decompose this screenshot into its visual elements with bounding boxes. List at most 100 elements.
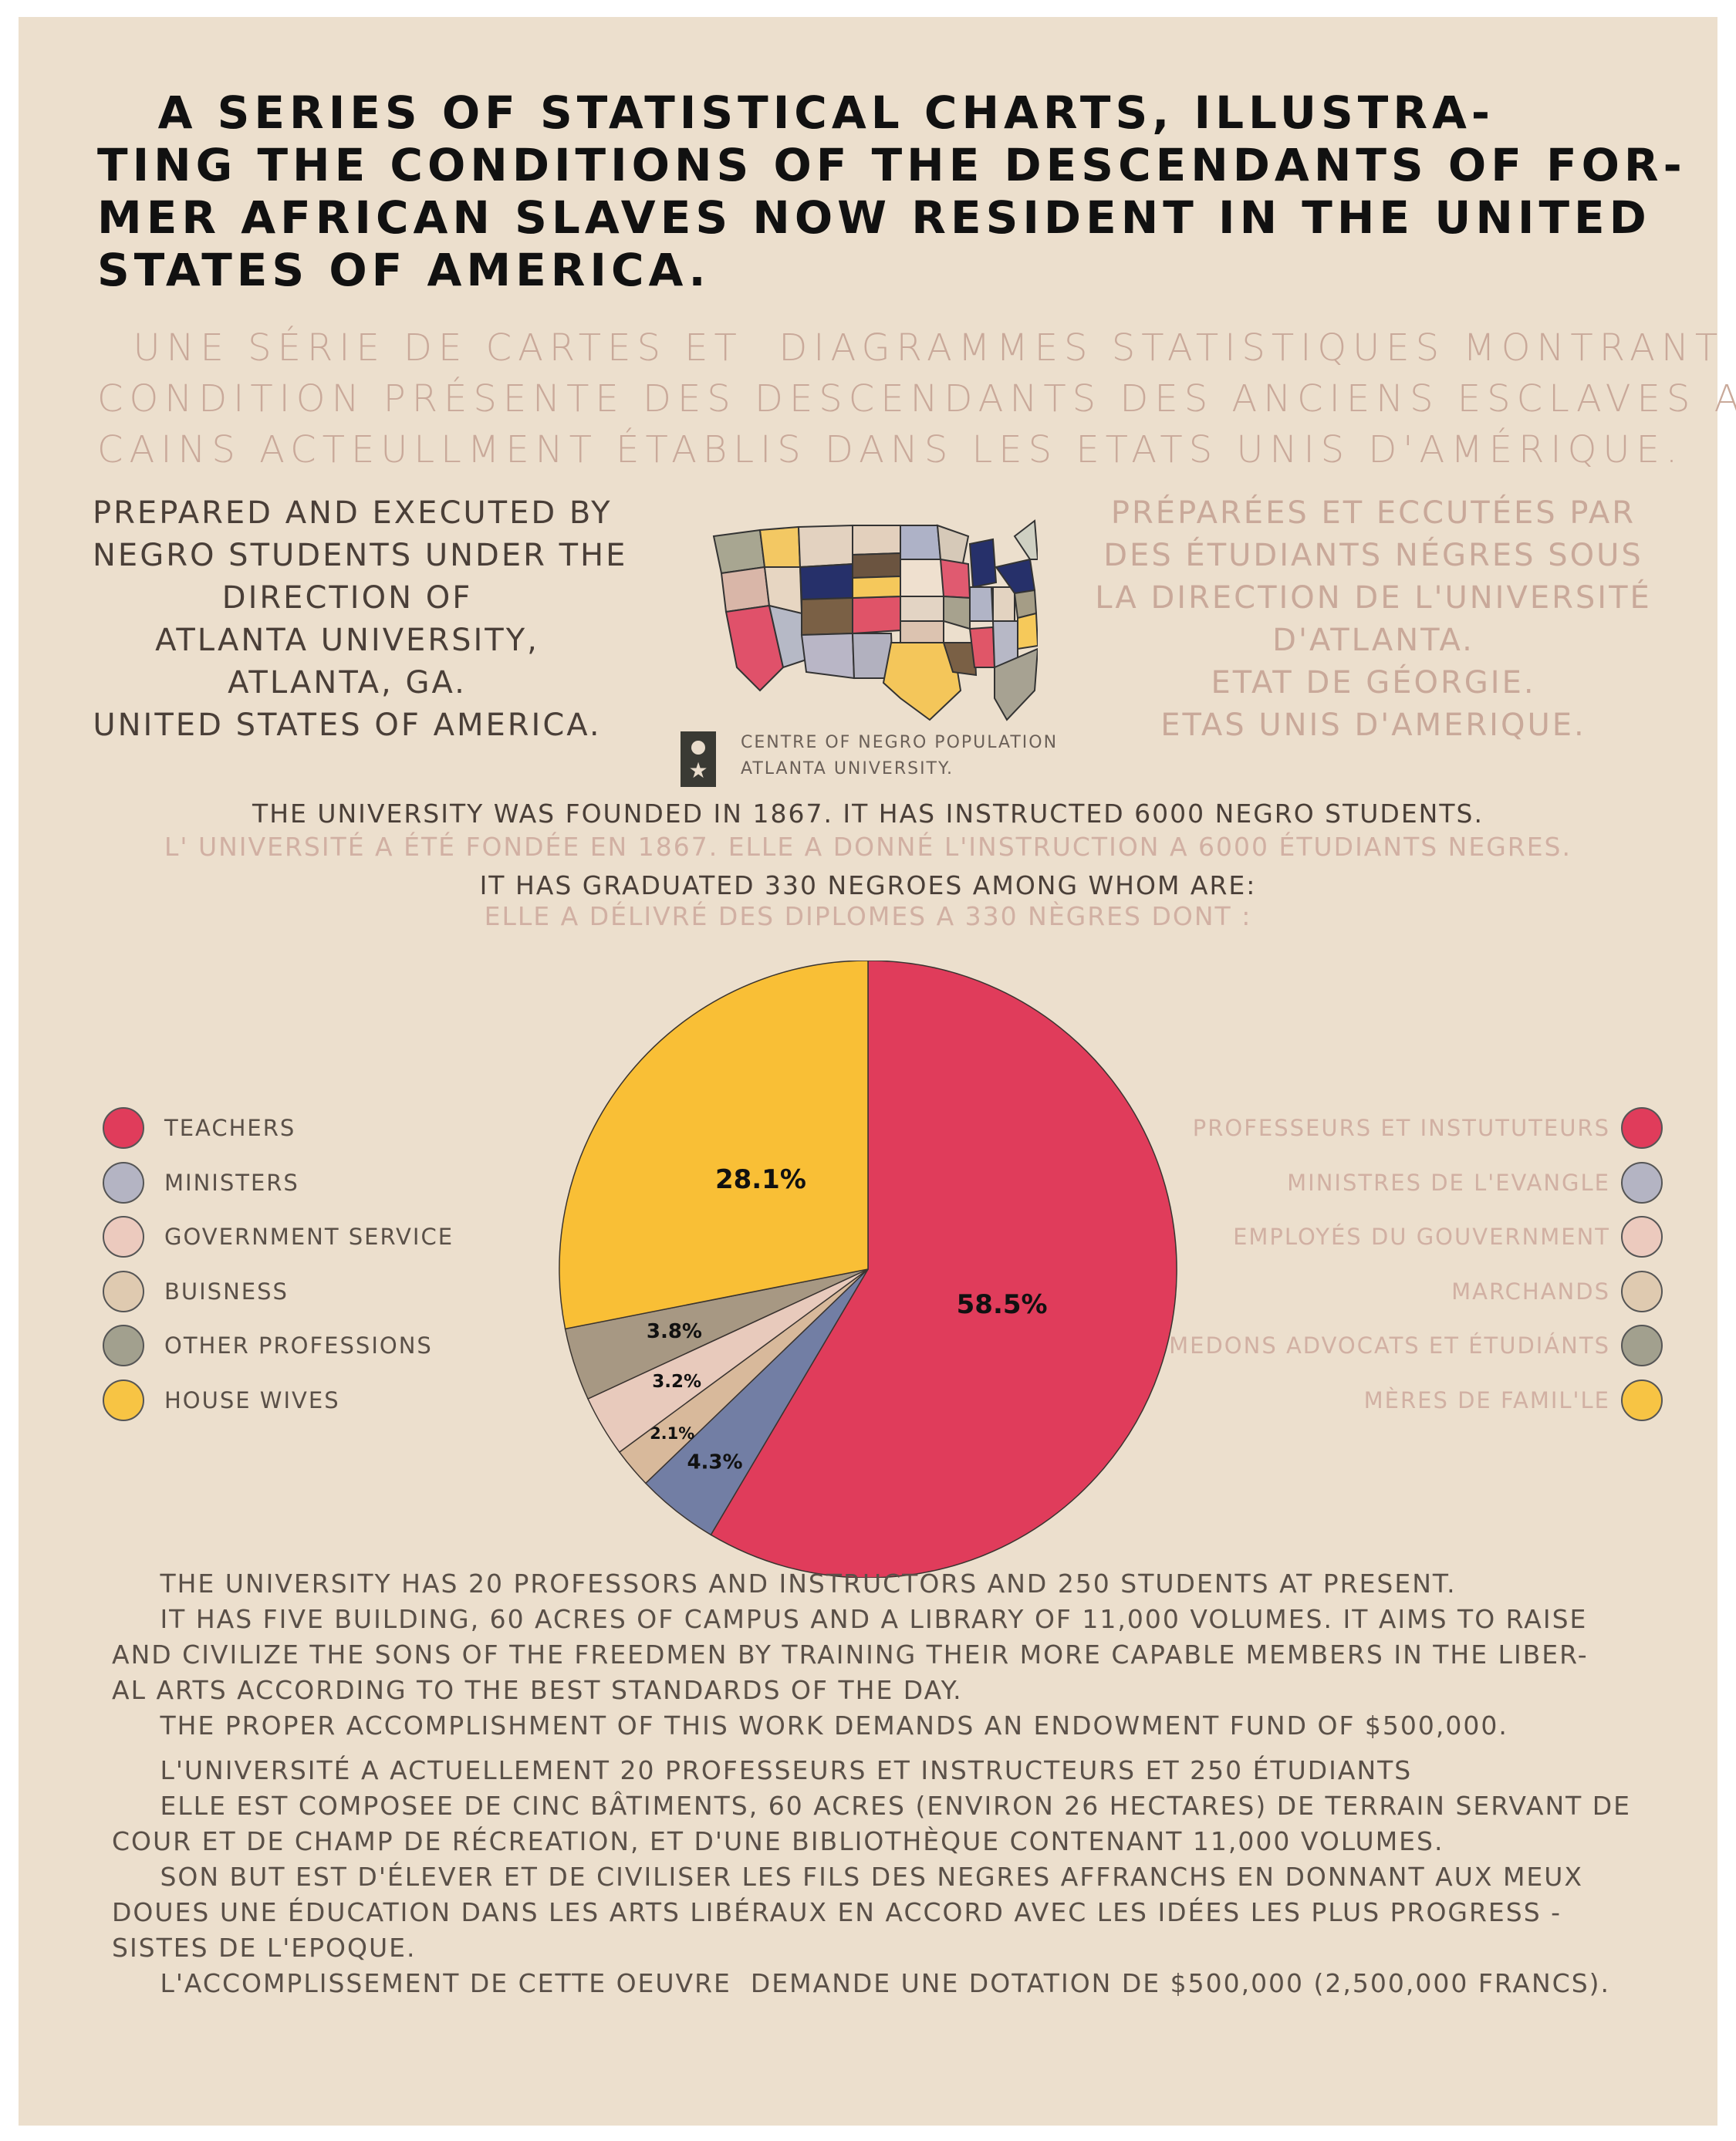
legend-fr-item: MEDONS ADVOCATS ET ÉTUDIÁNTS (1169, 1323, 1663, 1368)
graduates-pie-chart: 58.5% 4.3% 2.1% 3.2% 3.8% 28.1% (559, 961, 1177, 1578)
graduated-en: IT HAS GRADUATED 330 NEGROES AMONG WHOM … (479, 870, 1257, 900)
prepared-en-line: NEGRO STUDENTS UNDER THE (93, 538, 628, 573)
pie-label: 3.8% (647, 1320, 702, 1343)
legend-label: MÈRES DE FAMIL'LE (1363, 1386, 1610, 1413)
map-state (900, 559, 944, 597)
map-state (800, 632, 856, 680)
map-state (758, 525, 802, 568)
prepared-en-line: ATLANTA, GA. (228, 665, 467, 701)
description-fr-line: SISTES DE L'EPOQUE. (112, 1933, 417, 1963)
legend-en-item: OTHER PROFESSIONS (103, 1323, 433, 1368)
legend-label: MARCHANDS (1451, 1278, 1610, 1305)
prepared-fr-line: ETAT DE GÉORGIE. (1211, 665, 1536, 701)
description-en: THE UNIVERSITY HAS 20 PROFESSORS AND INS… (112, 1566, 1589, 1744)
legend-label: HOUSE WIVES (164, 1386, 340, 1413)
description-fr-line: DOUES UNE ÉDUCATION DANS LES ARTS LIBÉRA… (112, 1897, 1562, 1927)
map-state (939, 558, 971, 599)
title-en-line: STATES OF AMERICA. (97, 244, 711, 296)
pie-label: 2.1% (650, 1424, 694, 1443)
legend-en-item: MINISTERS (103, 1160, 299, 1205)
map-state (943, 595, 971, 630)
title-en-line: A SERIES OF STATISTICAL CHARTS, ILLUSTRA… (97, 86, 1495, 139)
map-state (852, 525, 901, 556)
description-fr-line: COUR ET DE CHAMP DE RÉCREATION, ET D'UNE… (112, 1826, 1444, 1856)
map-state (968, 626, 996, 668)
legend-swatch (1621, 1270, 1663, 1312)
prepared-fr-line: PRÉPARÉES ET ECCUTÉES PAR (1110, 495, 1636, 531)
map-key-text: CENTRE OF NEGRO POPULATION ATLANTA UNIVE… (741, 730, 1058, 782)
title-fr-line: UNE SÉRIE DE CARTES ET DIAGRAMMES STATIS… (97, 326, 1736, 370)
legend-swatch (103, 1325, 144, 1366)
legend-fr-item: MÈRES DE FAMIL'LE (1364, 1378, 1663, 1423)
description-en-line: AL ARTS ACCORDING TO THE BEST STANDARDS … (112, 1675, 963, 1705)
pie-slice-house-wives (559, 961, 869, 1330)
description-en-line: AND CIVILIZE THE SONS OF THE FREEDMEN BY… (112, 1640, 1589, 1670)
map-state (942, 642, 978, 677)
legend-swatch (103, 1216, 144, 1258)
map-state (1013, 519, 1038, 560)
map-state (969, 586, 995, 622)
prepared-fr: PRÉPARÉES ET ECCUTÉES PAR DES ÉTUDIANTS … (1080, 492, 1667, 747)
legend-fr-item: PROFESSEURS ET INSTUTUTEURS (1193, 1106, 1663, 1150)
map-state (720, 566, 771, 613)
map-state (799, 562, 853, 601)
us-states-map (712, 519, 1038, 721)
legend-label: MEDONS ADVOCATS ET ÉTUDIÁNTS (1169, 1332, 1610, 1359)
description-fr-line: SON BUT EST D'ÉLEVER ET DE CIVILISER LES… (112, 1862, 1584, 1892)
star-icon: ★ (688, 758, 708, 783)
map-state (994, 647, 1038, 721)
pie-slice-teachers (710, 961, 1177, 1578)
prepared-fr-line: D'ATLANTA. (1272, 623, 1474, 658)
legend-en-item: BUISNESS (103, 1269, 289, 1314)
pie-label: 58.5% (957, 1289, 1048, 1320)
map-state (724, 604, 785, 692)
legend-swatch (1621, 1161, 1663, 1204)
legend-swatch (103, 1107, 144, 1149)
centre-marker-icon (691, 741, 705, 755)
prepared-en-line: ATLANTA UNIVERSITY, (155, 623, 539, 658)
prepared-fr-line: DES ÉTUDIANTS NÉGRES SOUS (1103, 538, 1643, 573)
title-en: A SERIES OF STATISTICAL CHARTS, ILLUSTRA… (97, 86, 1687, 296)
prepared-en-line: DIRECTION OF (221, 580, 473, 616)
description-fr-line: L'UNIVERSITÉ A ACTUELLEMENT 20 PROFESSEU… (112, 1755, 1413, 1785)
prepared-en-line: PREPARED AND EXECUTED BY (93, 495, 613, 531)
map-state (852, 575, 901, 599)
map-state (900, 620, 944, 643)
graduated-fr: ELLE A DÉLIVRÉ DES DIPLOMES A 330 NÈGRES… (484, 901, 1252, 931)
legend-label: MINISTRES DE L'EVANGLE (1287, 1169, 1610, 1196)
map-state (712, 528, 766, 575)
description-fr-line: L'ACCOMPLISSEMENT DE CETTE OEUVRE DEMAND… (112, 1968, 1611, 1998)
legend-label: MINISTERS (164, 1169, 299, 1196)
pie-label: 4.3% (687, 1450, 742, 1474)
map-state (968, 538, 998, 589)
legend-fr-item: MINISTRES DE L'EVANGLE (1287, 1160, 1663, 1205)
description-en-line: THE UNIVERSITY HAS 20 PROFESSORS AND INS… (112, 1569, 1457, 1599)
legend-label: PROFESSEURS ET INSTUTUTEURS (1192, 1115, 1610, 1141)
legend-label: TEACHERS (164, 1115, 296, 1141)
title-en-line: TING THE CONDITIONS OF THE DESCENDANTS O… (97, 139, 1687, 191)
legend-label: BUISNESS (164, 1278, 289, 1305)
map-key-box: ★ (681, 731, 716, 787)
founded-en: THE UNIVERSITY WAS FOUNDED IN 1867. IT H… (252, 799, 1484, 829)
map-state (900, 525, 942, 560)
prepared-en-line: UNITED STATES OF AMERICA. (93, 707, 602, 743)
map-state (992, 586, 1015, 622)
map-state (852, 595, 901, 635)
title-fr-line: CAINS ACTEULLMENT ÉTABLIS DANS LES ETATS… (97, 428, 1684, 471)
legend-label: EMPLOYÉS DU GOUVERNMENT (1233, 1224, 1610, 1250)
prepared-fr-line: LA DIRECTION DE L'UNIVERSITÉ (1095, 580, 1652, 616)
legend-swatch (103, 1270, 144, 1312)
legend-swatch (1621, 1379, 1663, 1421)
map-key-line: ATLANTA UNIVERSITY. (741, 759, 954, 778)
map-state (852, 552, 901, 579)
legend-swatch (1621, 1107, 1663, 1149)
map-key-line: CENTRE OF NEGRO POPULATION (741, 733, 1059, 752)
legend-en-item: TEACHERS (103, 1106, 296, 1150)
legend-label: GOVERNMENT SERVICE (164, 1224, 454, 1250)
legend-swatch (103, 1161, 144, 1204)
pie-label: 3.2% (652, 1372, 701, 1392)
map-state (797, 524, 853, 569)
prepared-en: PREPARED AND EXECUTED BY NEGRO STUDENTS … (93, 492, 628, 747)
map-state (900, 596, 944, 622)
map-state (1017, 612, 1038, 650)
